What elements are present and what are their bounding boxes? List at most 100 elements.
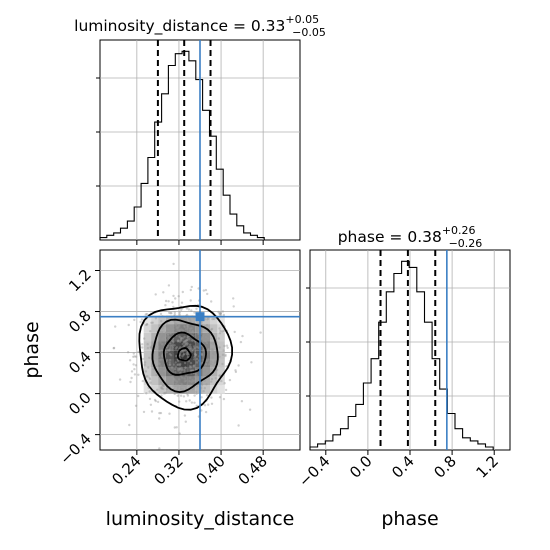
joint-posterior-panel: 0.24 0.32 0.40 0.48 −0.4 0.0 0.4 0.8 1.2 luminos… [21,249,301,530]
sample-point [160,387,164,390]
sample-point [182,353,185,356]
sample-point [148,397,152,401]
sample-point [170,366,174,369]
x-tick-label: 0.4 [388,452,418,482]
sample-point [248,408,252,411]
sample-point [207,358,210,361]
sample-point [190,331,193,334]
sample-point [137,373,140,376]
sample-point [168,358,172,362]
sample-point [166,332,169,335]
sample-point [179,346,182,349]
sample-point [155,373,158,377]
sample-point [173,367,177,371]
sample-point [212,342,216,346]
density-cell [187,385,196,394]
sample-point [166,359,169,362]
sample-point [174,382,178,386]
sample-point [132,355,135,358]
sample-point [196,377,199,380]
sample-point [191,329,194,333]
density-cell [210,341,218,351]
sample-point [161,331,164,334]
sample-point [159,365,162,368]
density-cell [217,315,225,325]
sample-point [169,325,173,328]
sample-point [167,328,170,331]
sample-point [137,350,140,354]
sample-point [213,361,216,364]
sample-point [179,394,183,397]
sample-point [127,323,130,327]
sample-point [189,299,192,302]
sample-point [188,337,191,341]
sample-point [160,387,163,390]
sample-point [165,351,168,354]
sample-point [158,358,162,362]
sample-point [206,332,209,336]
sample-point [189,366,192,369]
sample-point [184,328,188,331]
density-cell [151,376,159,386]
sample-point [189,369,193,372]
sample-point [176,383,180,386]
sample-point [214,377,217,380]
sample-point [149,346,152,349]
sample-point [184,340,187,343]
sample-point [149,403,153,406]
sample-point [175,346,179,349]
sample-point [150,321,153,324]
sample-point [222,397,226,401]
sample-point [174,361,177,364]
phase-histogram-panel: −0.4 0.0 0.4 0.8 1.2 phase = 0.38+0.26 −0.26 … [295,224,511,530]
sample-point [164,299,168,303]
sample-point [133,318,136,322]
sample-point [183,369,186,372]
density-cell [180,315,188,325]
density-cell [202,341,210,351]
sample-point [195,374,198,377]
sample-point [218,327,221,330]
density-cell [143,359,152,368]
sample-point [190,327,193,330]
density-cell [173,385,181,394]
sample-point [210,380,213,383]
sample-point [159,341,162,344]
sample-point [209,341,212,345]
luminosity-distance-histogram-panel: luminosity_distance = 0.33+0.05 −0.05 [74,13,326,245]
sample-point [164,325,168,328]
sample-point [133,355,136,358]
sample-point [193,356,196,359]
sample-point [209,362,212,366]
density-cell [217,376,225,386]
sample-point [176,367,180,370]
density-cell [180,324,188,333]
density-cell [187,376,196,386]
sample-point [112,347,115,350]
sample-point [149,381,152,384]
sample-point [169,332,172,335]
sample-point [191,388,194,391]
sample-point [189,343,192,346]
sample-point [210,361,213,364]
sample-point [182,352,186,356]
sample-point [232,305,235,308]
sample-point [180,382,183,386]
density-cell [173,341,181,351]
sample-point [174,384,177,388]
sample-point [178,329,181,332]
sample-point [212,363,215,366]
sample-point [155,348,158,351]
sample-point [181,290,184,294]
sample-point [181,337,185,340]
x-tick-label: 0.32 [150,452,186,488]
sample-point [181,342,184,346]
sample-point [177,326,180,329]
sample-point [184,366,187,369]
sample-point [224,354,227,358]
sample-point [178,364,182,367]
sample-point [189,347,192,350]
sample-point [203,340,207,343]
contour-level [162,331,207,376]
sample-point [160,381,163,384]
